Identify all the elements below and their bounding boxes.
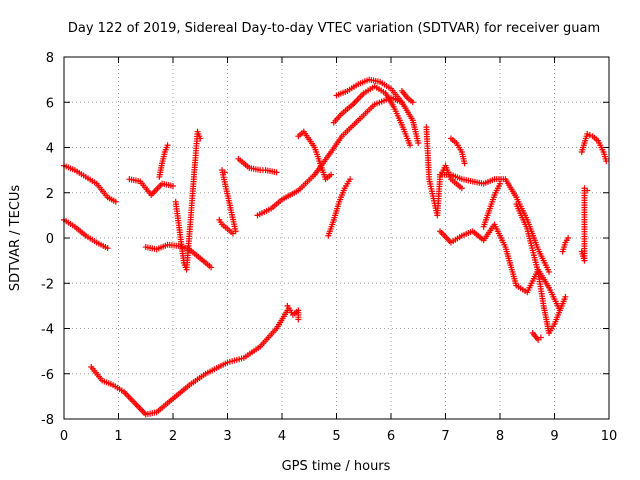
series-seg-c1 [126,176,176,199]
y-axis-label: SDTVAR / TECUs [8,185,23,292]
data-point [347,176,354,183]
y-tick-label: -8 [41,413,54,428]
x-tick-label: 0 [60,429,68,444]
data-point [497,180,503,187]
data-point [221,169,228,176]
series-seg-f4 [398,87,416,106]
data-point [273,169,280,176]
data-point [407,142,414,149]
x-tick-label: 2 [169,429,177,444]
data-point [164,142,171,149]
y-tick-label: -6 [41,368,54,383]
x-tick-label: 10 [601,429,618,444]
data-point [328,171,335,178]
y-tick-label: 8 [46,51,54,66]
series-seg-h5 [559,235,572,255]
series-seg-e2 [284,302,302,323]
y-tick-label: -2 [41,277,54,292]
series-seg-a1 [61,162,119,205]
x-tick-label: 3 [223,429,231,444]
series-seg-e3 [295,128,335,183]
series-seg-h4 [529,330,544,343]
data-point [586,132,593,139]
data-point [112,198,119,205]
data-point [208,264,215,271]
y-tick-label: 4 [46,142,54,157]
data-point [603,158,610,165]
series-seg-i2 [578,185,591,264]
x-axis-label: GPS time / hours [282,459,391,474]
data-point [584,130,591,137]
series-seg-c3 [142,241,215,271]
series-seg-g2 [447,135,468,167]
data-point [458,185,465,192]
y-tick-label: 2 [46,187,54,202]
series-seg-c2 [156,142,171,180]
x-tick-label: 9 [550,429,558,444]
data-point [565,235,572,241]
series-seg-f3 [333,76,422,146]
series-seg-b1 [88,307,291,418]
series-seg-h3 [513,201,569,337]
data-point [295,316,302,323]
marks-layer [61,76,610,418]
series-seg-h1 [437,221,563,314]
series-seg-g1 [423,124,465,219]
x-tick-label: 5 [332,429,340,444]
data-point [546,268,553,275]
y-tick-label: 0 [46,232,54,247]
data-point [409,99,416,106]
series-seg-h2 [480,180,503,230]
y-tick-label: 6 [46,96,54,111]
series-seg-f1 [325,176,354,239]
series-seg-a2 [61,216,111,252]
y-tick-label: -4 [41,323,54,338]
x-tick-label: 7 [441,429,449,444]
series-seg-i1 [578,130,610,165]
data-point [104,245,111,252]
x-tick-label: 1 [114,429,122,444]
data-point [584,187,591,194]
x-tick-label: 4 [278,429,286,444]
ticks-layer: 0 1 2 3 4 5 6 7 8 9 10 -8 -6 -4 -2 0 2 4 6 8 [41,51,617,444]
series-seg-f2 [330,83,414,149]
data-point [562,293,569,300]
data-point [415,139,422,146]
data-point [170,182,176,189]
series-seg-c4 [172,128,204,273]
chart-title: Day 122 of 2019, Sidereal Day-to-day VTE… [68,21,600,36]
series-seg-d1 [216,167,239,237]
series-seg-d2 [235,155,280,176]
x-tick-label: 8 [496,429,504,444]
series-seg-e1 [254,94,405,219]
data-point [537,334,544,341]
data-point [197,135,204,142]
x-tick-label: 6 [387,429,395,444]
data-point [461,160,468,167]
